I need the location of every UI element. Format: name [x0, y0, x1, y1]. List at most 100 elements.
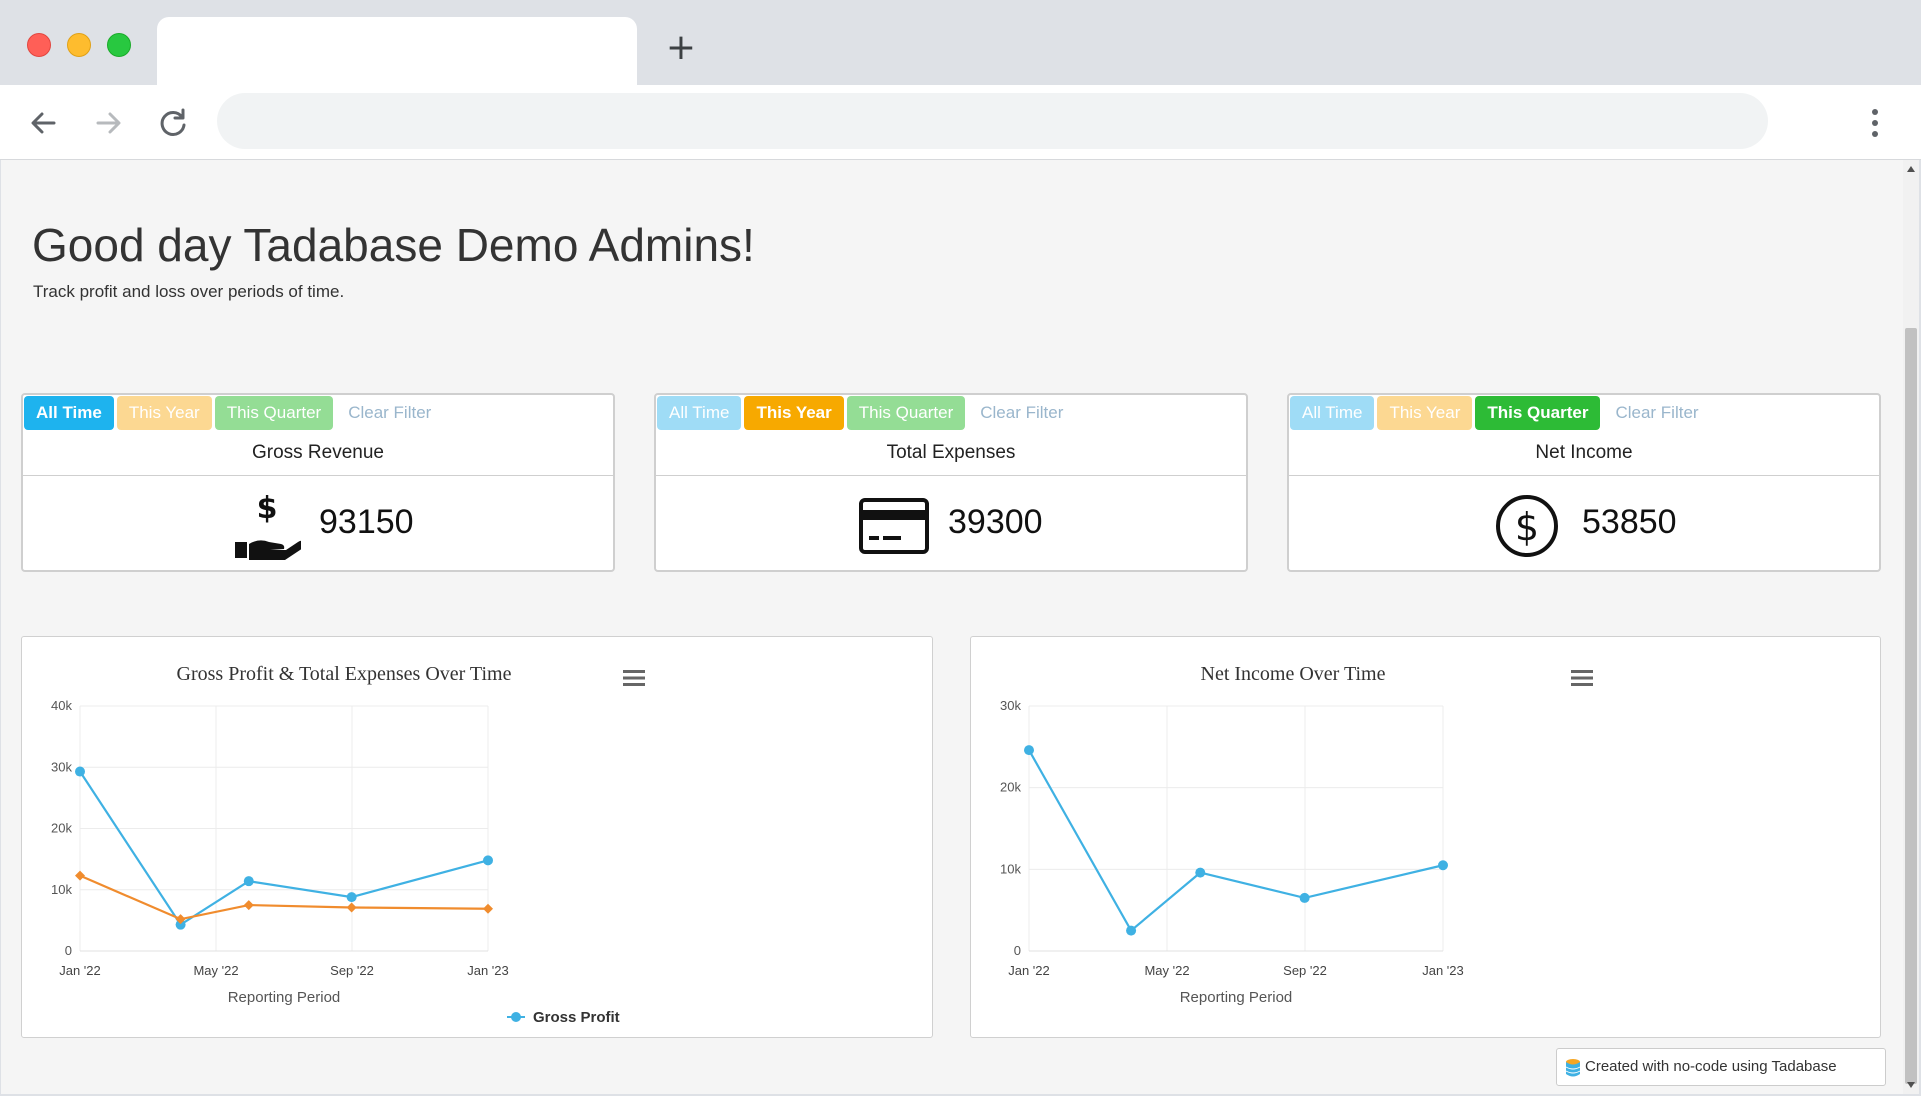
reload-icon[interactable] — [153, 103, 193, 143]
database-icon — [1565, 1059, 1581, 1077]
x-tick-label: May '22 — [193, 963, 238, 978]
clear-filter-button[interactable]: Clear Filter — [348, 403, 432, 422]
data-point — [483, 903, 493, 914]
y-tick-label: 0 — [65, 943, 72, 958]
new-tab-button[interactable]: + — [665, 27, 697, 68]
x-tick-label: Jan '23 — [467, 963, 509, 978]
x-tick-label: Jan '22 — [59, 963, 101, 978]
browser-titlebar: + — [0, 0, 1921, 85]
card-value: 39300 — [948, 503, 1043, 541]
x-tick-label: Sep '22 — [1283, 963, 1327, 978]
data-point — [1299, 892, 1310, 903]
card-value: 53850 — [1582, 503, 1677, 541]
card-divider — [1289, 475, 1879, 476]
maximize-window-button[interactable] — [107, 33, 131, 57]
card-divider — [23, 475, 613, 476]
credit-card-icon — [859, 498, 929, 554]
page-viewport: Good day Tadabase Demo Admins! Track pro… — [1, 160, 1903, 1094]
scroll-up-arrow-icon[interactable] — [1907, 166, 1915, 172]
card-title: Net Income — [1535, 442, 1633, 463]
filter-all-time-button[interactable]: All Time — [24, 396, 114, 430]
data-point — [1126, 925, 1137, 936]
scroll-thumb[interactable] — [1905, 328, 1917, 1084]
y-tick-label: 10k — [1000, 861, 1021, 876]
y-tick-label: 20k — [51, 821, 72, 836]
x-axis-label: Reporting Period — [1180, 989, 1293, 1006]
data-point — [75, 870, 85, 881]
chart-menu-icon[interactable] — [623, 669, 645, 687]
chart-title: Net Income Over Time — [1201, 663, 1386, 685]
y-tick-label: 10k — [51, 882, 72, 897]
data-point — [1024, 745, 1034, 756]
gross-profit-expenses-chart: Gross Profit & Total Expenses Over Time 0… — [51, 663, 620, 1026]
data-point — [483, 855, 493, 866]
filter-this-quarter-button[interactable]: This Quarter — [1475, 396, 1601, 430]
more-options-icon[interactable] — [1862, 103, 1888, 143]
card-divider — [656, 475, 1246, 476]
series-line — [79, 874, 489, 921]
data-point — [175, 919, 186, 930]
close-window-button[interactable] — [27, 33, 51, 57]
chart-menu-icon[interactable] — [1571, 669, 1593, 687]
legend-label: Gross Profit — [533, 1009, 620, 1026]
filter-this-year-button[interactable]: This Year — [744, 396, 844, 430]
tadabase-badge[interactable]: Created with no-code using Tadabase — [1556, 1048, 1886, 1086]
address-bar[interactable] — [217, 93, 1768, 149]
x-tick-label: May '22 — [1144, 963, 1189, 978]
filter-this-quarter-button[interactable]: This Quarter — [846, 396, 966, 430]
back-arrow-icon[interactable] — [24, 103, 64, 143]
x-axis-label: Reporting Period — [228, 989, 341, 1006]
y-tick-label: 0 — [1014, 943, 1021, 958]
minimize-window-button[interactable] — [67, 33, 91, 57]
x-tick-label: Jan '23 — [1422, 963, 1464, 978]
data-point — [346, 892, 357, 903]
legend-marker — [511, 1012, 521, 1022]
y-tick-label: 20k — [1000, 780, 1021, 795]
net-income-chart-panel: Net Income Over Time 0 10k 20k 30k Jan '22 May… — [970, 636, 1881, 1038]
card-title: Gross Revenue — [251, 442, 384, 463]
data-point — [1195, 867, 1206, 878]
y-tick-label: 30k — [51, 759, 72, 774]
y-tick-label: 30k — [1000, 698, 1021, 713]
filter-group: All Time This Year This Quarter Clear Fi… — [24, 396, 443, 430]
page-subtitle: Track profit and loss over periods of ti… — [33, 282, 345, 301]
total-expenses-card: All Time This Year This Quarter Clear Fi… — [654, 393, 1248, 572]
scroll-down-arrow-icon[interactable] — [1907, 1082, 1915, 1088]
card-value: 93150 — [319, 503, 414, 541]
svg-text:$: $ — [257, 492, 278, 526]
gross-profit-expenses-chart-panel: Gross Profit & Total Expenses Over Time 0… — [21, 636, 933, 1038]
svg-text:$: $ — [1515, 505, 1539, 549]
chart-title: Gross Profit & Total Expenses Over Time — [177, 663, 512, 685]
data-point — [243, 900, 254, 911]
net-income-chart: Net Income Over Time 0 10k 20k 30k Jan '22 May… — [1000, 663, 1464, 1006]
card-title: Total Expenses — [886, 442, 1016, 463]
browser-tab[interactable] — [157, 17, 637, 85]
series-line — [1028, 749, 1444, 933]
gross-revenue-card: All Time This Year This Quarter Clear Fi… — [21, 393, 615, 572]
filter-group: All Time This Year This Quarter Clear Fi… — [1290, 396, 1711, 430]
x-tick-label: Sep '22 — [330, 963, 374, 978]
page-title: Good day Tadabase Demo Admins! — [32, 219, 755, 271]
clear-filter-button[interactable]: Clear Filter — [980, 403, 1064, 422]
clear-filter-button[interactable]: Clear Filter — [1615, 403, 1699, 422]
net-income-card: All Time This Year This Quarter Clear Fi… — [1287, 393, 1881, 572]
filter-this-year-button[interactable]: This Year — [1377, 396, 1473, 430]
data-point — [243, 876, 254, 887]
browser-toolbar — [0, 85, 1921, 160]
filter-group: All Time This Year This Quarter Clear Fi… — [657, 396, 1075, 430]
filter-this-year-button[interactable]: This Year — [116, 396, 212, 430]
filter-all-time-button[interactable]: All Time — [1290, 396, 1375, 430]
vertical-scrollbar[interactable] — [1903, 160, 1919, 1094]
data-point — [346, 902, 357, 913]
y-tick-label: 40k — [51, 698, 72, 713]
hand-dollar-icon: $ — [235, 492, 301, 560]
data-point — [175, 914, 186, 925]
x-tick-label: Jan '22 — [1008, 963, 1050, 978]
data-point — [75, 766, 85, 777]
data-point — [1438, 860, 1448, 871]
filter-this-quarter-button[interactable]: This Quarter — [214, 396, 334, 430]
badge-text: Created with no-code using Tadabase — [1585, 1058, 1837, 1075]
dollar-circle-icon: $ — [1496, 495, 1558, 557]
forward-arrow-icon[interactable] — [88, 103, 128, 143]
filter-all-time-button[interactable]: All Time — [657, 396, 742, 430]
